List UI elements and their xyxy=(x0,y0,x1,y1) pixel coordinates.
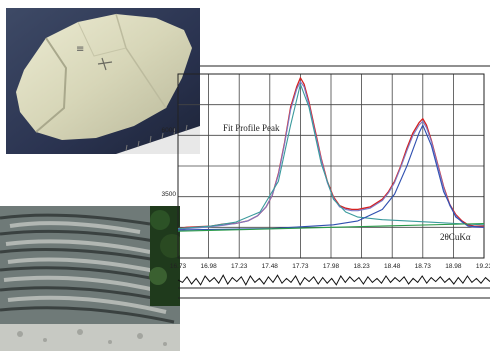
fit-profile-peak-annotation: Fit Profile Peak xyxy=(223,123,280,133)
x-tick-label: 18.73 xyxy=(415,263,432,270)
residual-layer xyxy=(177,274,490,286)
y-tick-label: 3500 xyxy=(162,191,177,198)
y-tick-labels: 6000 3500 xyxy=(162,127,177,198)
x-tick-label: 17.48 xyxy=(262,263,279,270)
x-tick-label: 16.73 xyxy=(170,263,187,270)
limestone-outcrop-photo xyxy=(0,206,180,351)
rock-specimen-photo: ≡ xyxy=(6,8,200,154)
x-tick-label: 16.98 xyxy=(200,263,217,270)
series-peak-2 xyxy=(177,124,485,231)
x-tick-label: 17.73 xyxy=(292,263,309,270)
rock-photo-image: ≡ xyxy=(6,8,200,154)
series-fit-profile xyxy=(177,81,484,231)
series-layer xyxy=(177,77,485,232)
x-tick-label: 19.23 xyxy=(476,263,490,270)
x-tick-label: 18.48 xyxy=(384,263,401,270)
x-axis-label: 2θCuKα xyxy=(440,232,471,242)
series-background xyxy=(177,222,485,232)
y-tick-label: 6000 xyxy=(162,127,177,134)
residual-line xyxy=(177,274,490,286)
x-tick-label: 17.98 xyxy=(323,263,340,270)
x-tick-label: 18.23 xyxy=(353,263,370,270)
plot-frame xyxy=(177,73,485,259)
outcrop-photo-image xyxy=(0,206,180,351)
svg-text:≡: ≡ xyxy=(76,44,84,55)
x-tick-label: 17.23 xyxy=(231,263,248,270)
x-tick-label: 18.98 xyxy=(445,263,462,270)
x-tick-labels: 16.73 16.98 17.23 17.48 17.73 17.98 18.23 18.48… xyxy=(170,263,490,270)
series-peak-1 xyxy=(177,83,485,230)
